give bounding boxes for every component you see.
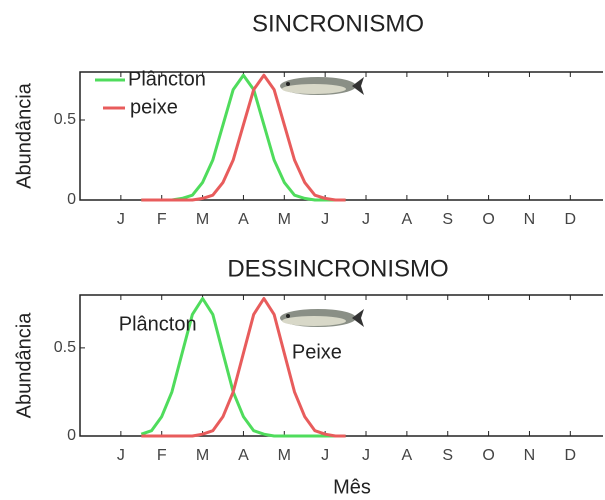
fish-belly — [282, 84, 346, 94]
legend-label: Plâncton — [128, 68, 206, 90]
y-tick-label: 0 — [67, 427, 76, 444]
fish-eye — [286, 82, 290, 86]
x-tick-label: D — [565, 447, 577, 464]
x-tick-label: J — [321, 211, 329, 228]
x-tick-label: J — [362, 211, 370, 228]
fish-belly — [282, 316, 346, 326]
fish-eye — [286, 314, 290, 318]
y-axis-label: Abundância — [13, 82, 35, 189]
x-tick-label: J — [321, 447, 329, 464]
x-tick-label: A — [238, 447, 249, 464]
series-label: Plâncton — [119, 313, 197, 335]
x-tick-label: J — [362, 447, 370, 464]
chart-title: SINCRONISMO — [252, 10, 424, 37]
x-tick-label: A — [402, 211, 413, 228]
fish-icon — [280, 309, 364, 327]
x-tick-label: A — [402, 447, 413, 464]
x-tick-label: M — [196, 211, 209, 228]
x-tick-label: S — [442, 447, 453, 464]
fish-icon — [280, 77, 364, 95]
x-tick-label: D — [565, 211, 577, 228]
chart-title: DESSINCRONISMO — [227, 255, 448, 282]
fish-tail — [352, 309, 364, 327]
y-tick-label: 0.5 — [54, 111, 76, 128]
figure: SINCRONISMO Abundância J F M A M J J A S O N D 0 0.5 Plâ… — [0, 0, 605, 500]
x-tick-label: J — [117, 447, 125, 464]
x-tick-label: O — [482, 447, 494, 464]
x-tick-label: A — [238, 211, 249, 228]
y-axis-label: Abundância — [13, 312, 35, 419]
x-tick-label: N — [524, 447, 536, 464]
y-tick-label: 0 — [67, 191, 76, 208]
fish-tail — [352, 77, 364, 95]
x-tick-label: O — [482, 211, 494, 228]
y-tick-label: 0.5 — [54, 339, 76, 356]
x-tick-label: F — [157, 211, 167, 228]
x-tick-label: M — [196, 447, 209, 464]
x-tick-label: F — [157, 447, 167, 464]
x-tick-label: N — [524, 211, 536, 228]
x-tick-label: M — [278, 447, 291, 464]
x-tick-label: M — [278, 211, 291, 228]
legend-label: peixe — [130, 96, 178, 118]
x-tick-label: S — [442, 211, 453, 228]
x-axis-label: Mês — [333, 476, 371, 498]
series-label: Peixe — [292, 341, 342, 363]
x-tick-label: J — [117, 211, 125, 228]
